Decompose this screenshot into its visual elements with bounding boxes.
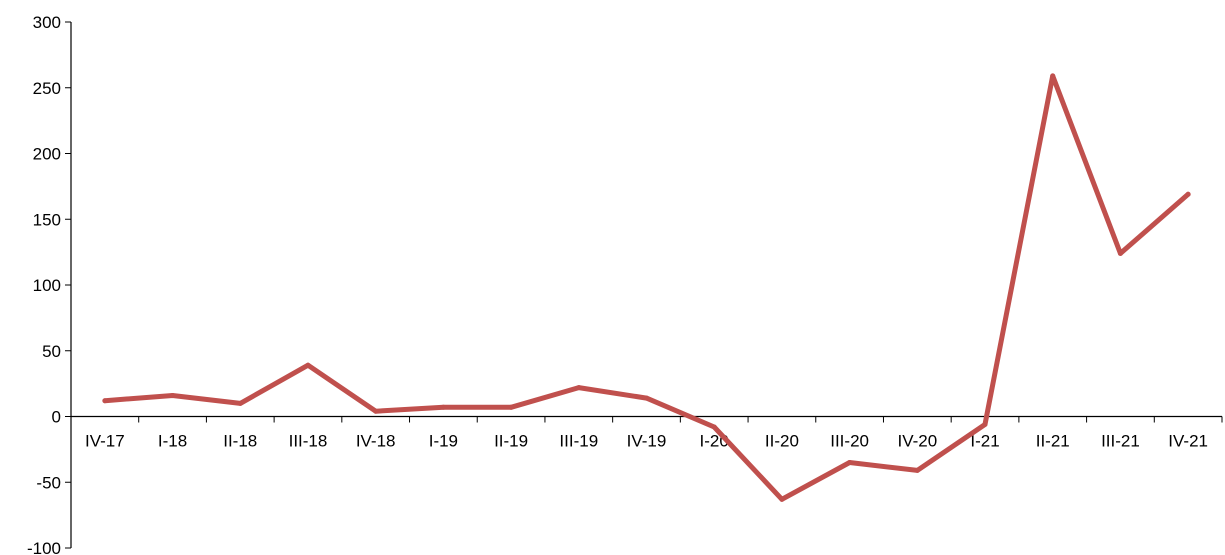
x-tick-label: II-20 [765, 432, 799, 451]
data-point [305, 362, 311, 368]
y-tick-label: 250 [33, 79, 61, 98]
x-tick-label: IV-18 [356, 432, 396, 451]
data-point [237, 400, 243, 406]
data-point [576, 385, 582, 391]
x-tick-label: III-18 [289, 432, 328, 451]
x-axis: IV-17 I-18 II-18 III-18 IV-18 I-19 II-19 III-19… [70, 415, 1223, 451]
data-point [1117, 250, 1123, 256]
data-point [847, 460, 853, 466]
y-tick-label: 150 [33, 210, 61, 229]
x-tick-label: I-21 [970, 432, 999, 451]
data-point [170, 392, 176, 398]
x-tick-label: III-19 [559, 432, 598, 451]
x-tick-label: III-21 [1101, 432, 1140, 451]
x-tick-label: IV-21 [1168, 432, 1208, 451]
data-point [1185, 191, 1191, 197]
y-tick-label: 200 [33, 145, 61, 164]
y-tick-label: 100 [33, 276, 61, 295]
x-tick-label: IV-19 [627, 432, 667, 451]
data-point [508, 404, 514, 410]
x-tick-label: II-18 [223, 432, 257, 451]
x-tick-label: II-21 [1036, 432, 1070, 451]
data-point [982, 421, 988, 427]
x-tick-label: IV-17 [85, 432, 125, 451]
x-tick-label: III-20 [830, 432, 869, 451]
x-tick-label: I-19 [429, 432, 458, 451]
x-tick-label: II-19 [494, 432, 528, 451]
y-tick-label: 0 [52, 408, 61, 427]
data-point [1050, 73, 1056, 79]
y-tick-label: -100 [27, 539, 61, 555]
data-point [779, 496, 785, 502]
y-tick-label: -50 [36, 473, 61, 492]
data-point [644, 395, 649, 401]
x-tick-label: I-18 [158, 432, 187, 451]
series-group [102, 73, 1191, 502]
data-point [373, 408, 379, 414]
data-point [440, 404, 446, 410]
data-point [711, 424, 717, 430]
y-tick-label: 50 [42, 342, 61, 361]
y-axis: -100 -50 0 50 100 150 200 250 300 [27, 13, 72, 555]
y-tick-label: 300 [33, 13, 61, 32]
data-point [102, 398, 108, 404]
x-tick-label: IV-20 [897, 432, 937, 451]
data-point [914, 467, 920, 473]
